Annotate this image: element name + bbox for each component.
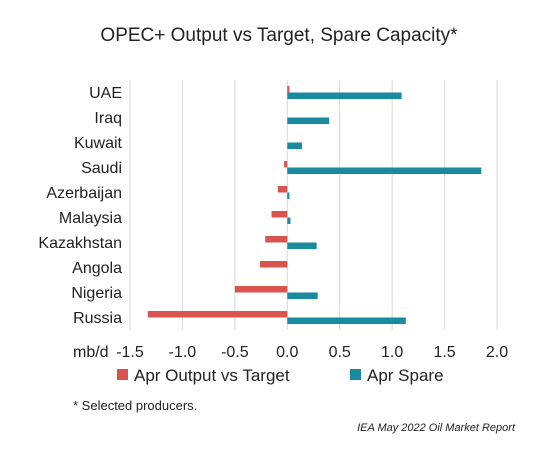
- unit-label: mb/d: [73, 344, 109, 361]
- x-tick-label: 0.0: [276, 344, 298, 361]
- output-vs-target-bar-angola: [260, 261, 288, 268]
- legend-swatch: [117, 369, 128, 380]
- category-label: Kuwait: [74, 135, 123, 152]
- x-tick-label: 1.5: [433, 344, 455, 361]
- output-vs-target-bar-azerbaijan: [277, 186, 288, 193]
- x-tick-label: 0.5: [329, 344, 351, 361]
- spare-bar-malaysia: [287, 217, 291, 224]
- spare-bar-saudi: [287, 167, 482, 174]
- category-label: Azerbaijan: [46, 185, 122, 202]
- footnote: * Selected producers.: [73, 398, 197, 413]
- category-label: Nigeria: [71, 285, 122, 302]
- category-label: Kazakhstan: [38, 235, 122, 252]
- spare-bar-azerbaijan: [287, 192, 290, 199]
- legend: Apr Output vs Target Apr Spare: [117, 366, 444, 385]
- category-label: Iraq: [94, 110, 122, 127]
- x-tick-label: -1.0: [169, 344, 197, 361]
- spare-bar-iraq: [287, 117, 330, 124]
- output-vs-target-bar-nigeria: [234, 286, 288, 293]
- x-tick-label: -1.5: [116, 344, 144, 361]
- chart-title: OPEC+ Output vs Target, Spare Capacity*: [100, 25, 458, 46]
- x-tick-label: 2.0: [486, 344, 508, 361]
- spare-bar-russia: [287, 317, 406, 324]
- legend-swatch: [350, 369, 361, 380]
- x-tick-labels: -1.5 -1.0 -0.5 0.0 0.5 1.0 1.5 2.0: [116, 344, 508, 361]
- x-tick-label: -0.5: [221, 344, 249, 361]
- category-label: Angola: [72, 260, 122, 277]
- category-label: Russia: [73, 310, 122, 327]
- output-vs-target-bar-kazakhstan: [265, 236, 288, 243]
- legend-label: Apr Output vs Target: [134, 366, 290, 385]
- output-vs-target-bar-uae: [287, 86, 290, 93]
- spare-bar-kazakhstan: [287, 242, 317, 249]
- category-label: UAE: [89, 85, 122, 102]
- source-note: IEA May 2022 Oil Market Report: [357, 422, 516, 434]
- spare-bar-kuwait: [287, 142, 302, 149]
- bars: [147, 86, 482, 324]
- legend-label: Apr Spare: [367, 366, 444, 385]
- output-vs-target-bar-russia: [147, 311, 288, 318]
- category-labels: UAE Iraq Kuwait Saudi Azerbaijan Malaysia Kaza…: [38, 85, 122, 327]
- output-vs-target-bar-saudi: [284, 161, 288, 168]
- spare-bar-uae: [287, 92, 402, 99]
- x-tick-label: 1.0: [381, 344, 403, 361]
- output-vs-target-bar-malaysia: [271, 211, 288, 218]
- spare-bar-nigeria: [287, 292, 318, 299]
- category-label: Malaysia: [59, 210, 122, 227]
- category-label: Saudi: [81, 160, 122, 177]
